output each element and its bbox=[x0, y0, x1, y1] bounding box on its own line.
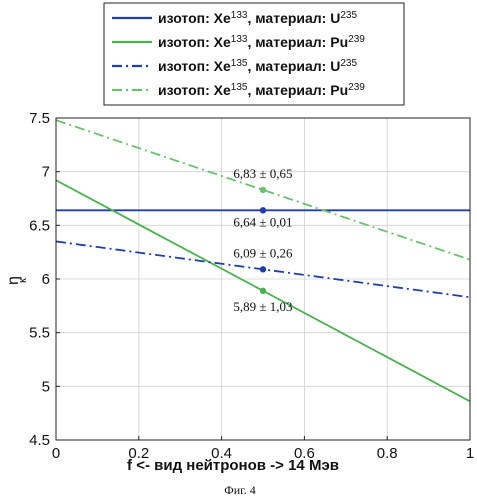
legend-label-1: изотоп: Xe133, материал: U235 bbox=[158, 10, 357, 27]
annotations: 6,64 ± 0,01 5,89 ± 1,03 6,09 ± 0,26 6,83 ± … bbox=[233, 166, 293, 314]
data-markers bbox=[259, 186, 267, 295]
y-tick-label: 7.5 bbox=[29, 110, 50, 127]
legend-label-part: 135 bbox=[231, 58, 248, 69]
legend-label-part: 235 bbox=[340, 58, 357, 69]
legend-label-part: 235 bbox=[340, 10, 357, 21]
series-marker-4 bbox=[259, 186, 267, 194]
legend-label-part: , материал: Pu bbox=[247, 82, 348, 98]
y-tick-label: 6 bbox=[42, 271, 50, 288]
legend-box bbox=[103, 2, 405, 106]
legend-label-part: изотоп: Xe bbox=[158, 82, 231, 98]
y-axis-label: η к bbox=[5, 276, 29, 285]
y-tick-label: 5 bbox=[42, 378, 50, 395]
series-marker-3 bbox=[259, 266, 267, 273]
legend-label-part: 239 bbox=[348, 82, 365, 93]
x-tick-label: 1 bbox=[466, 445, 474, 462]
legend-label-part: , материал: Pu bbox=[247, 34, 348, 50]
series-line-4 bbox=[55, 119, 471, 261]
legend-label-part: изотоп: Xe bbox=[158, 10, 231, 26]
y-tick-label: 5.5 bbox=[29, 325, 50, 342]
series-lines bbox=[55, 119, 471, 403]
x-tick-label: 0.8 bbox=[377, 445, 398, 462]
legend-label-part: , материал: U bbox=[247, 58, 340, 74]
x-axis-label: f <- вид нейтронов -> 14 Мэв bbox=[127, 457, 339, 474]
y-tick-label: 7 bbox=[42, 164, 50, 181]
legend-label-4: изотоп: Xe135, материал: Pu239 bbox=[158, 82, 365, 99]
y-tick-label: 4.5 bbox=[29, 432, 50, 449]
legend-label-part: , материал: U bbox=[247, 10, 340, 26]
legend-label-part: изотоп: Xe bbox=[158, 58, 231, 74]
legend-label-part: 135 bbox=[231, 82, 248, 93]
marker-annotation-1: 6,64 ± 0,01 bbox=[233, 214, 292, 229]
legend-label-3: изотоп: Xe135, материал: U235 bbox=[158, 58, 357, 75]
marker-annotation-2: 5,89 ± 1,03 bbox=[233, 299, 292, 314]
marker-annotation-4: 6,83 ± 0,65 bbox=[233, 166, 292, 181]
x-tick-label: 0 bbox=[52, 445, 60, 462]
y-axis-label-subscript: к bbox=[17, 278, 29, 283]
x-tick-label: 0.4 bbox=[211, 445, 232, 462]
y-tick-label: 6.5 bbox=[29, 217, 50, 234]
marker-annotation-3: 6,09 ± 0,26 bbox=[233, 245, 293, 260]
legend-label-part: 133 bbox=[231, 34, 248, 45]
figure-caption: Фиг. 4 bbox=[224, 483, 255, 497]
legend-label-2: изотоп: Xe133, материал: Pu239 bbox=[158, 34, 365, 51]
x-tick-label: 0.2 bbox=[128, 445, 149, 462]
legend-label-part: 239 bbox=[348, 34, 365, 45]
legend-label-part: изотоп: Xe bbox=[158, 34, 231, 50]
series-marker-2 bbox=[259, 287, 267, 295]
y-axis-label-main: η bbox=[5, 276, 22, 285]
series-marker-1 bbox=[259, 207, 267, 214]
x-tick-label: 0.6 bbox=[294, 445, 315, 462]
legend-label-part: 133 bbox=[231, 10, 248, 21]
tick-labels: 0 0.2 0.4 0.6 0.8 1 4.5 5 5.5 6 6.5 7 7.5 bbox=[29, 110, 474, 462]
